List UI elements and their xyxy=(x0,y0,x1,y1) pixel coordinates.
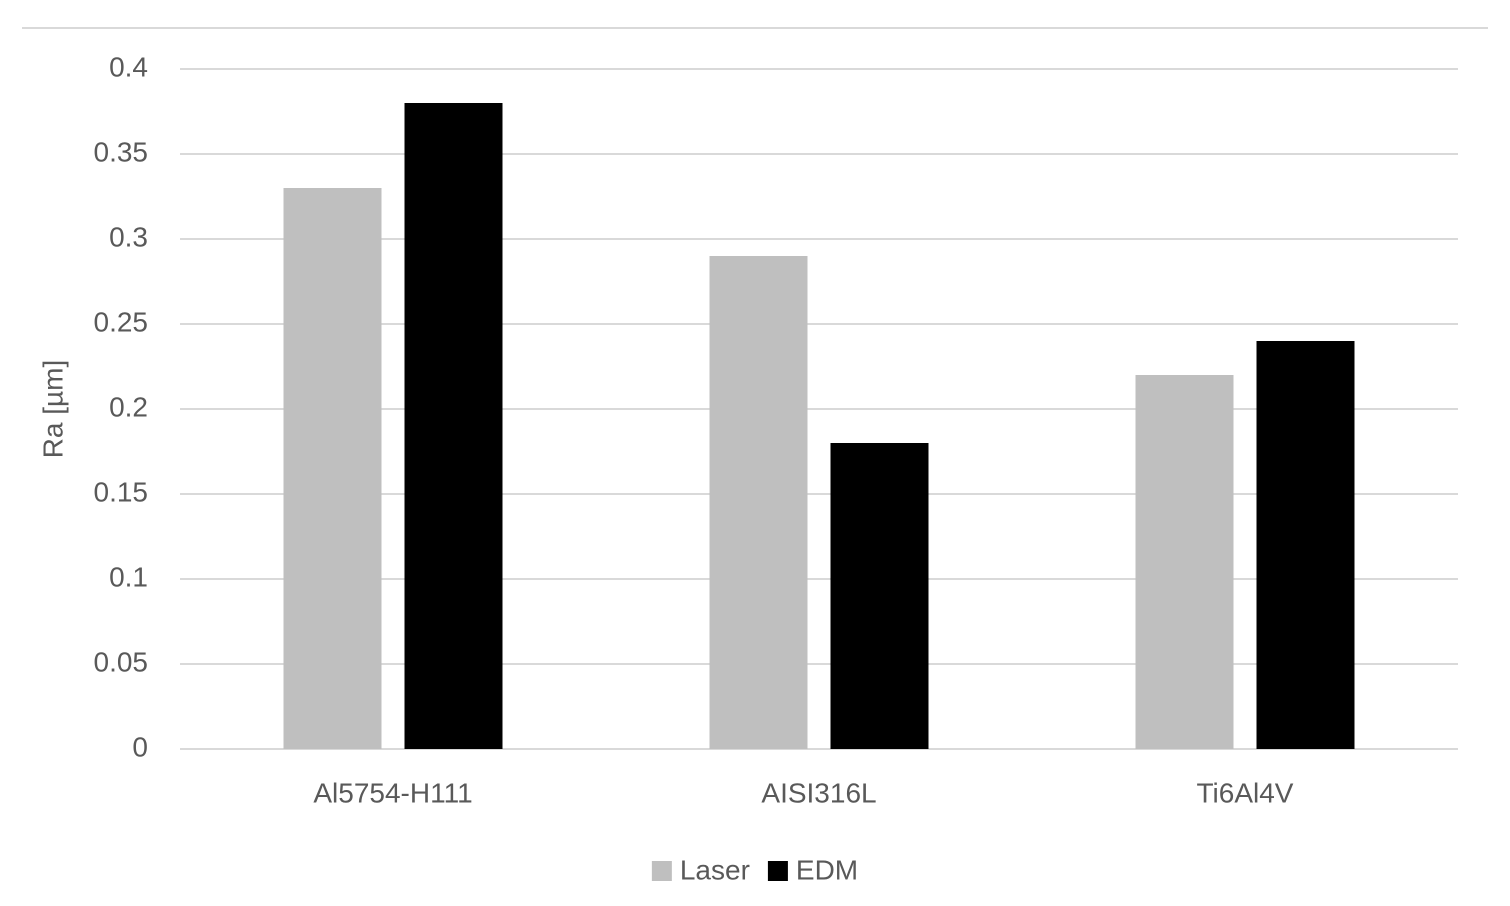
y-tick-label: 0 xyxy=(132,731,148,762)
legend-swatch xyxy=(651,861,672,881)
y-tick-label: 0.3 xyxy=(109,221,148,252)
bar xyxy=(1256,341,1355,749)
bar xyxy=(404,103,503,749)
legend-label: EDM xyxy=(796,854,858,885)
y-tick-label: 0.4 xyxy=(109,51,148,82)
bar xyxy=(1135,375,1234,749)
bar xyxy=(283,188,382,749)
y-tick-label: 0.35 xyxy=(94,136,149,167)
bar xyxy=(709,256,808,749)
y-tick-label: 0.25 xyxy=(94,306,149,337)
y-tick-label: 0.2 xyxy=(109,391,148,422)
y-tick-label: 0.05 xyxy=(94,646,149,677)
legend-label: Laser xyxy=(680,854,750,885)
y-tick-label: 0.1 xyxy=(109,561,148,592)
x-tick-label: Ti6Al4V xyxy=(1196,777,1293,808)
legend-swatch xyxy=(767,861,788,881)
legend: Laser EDM xyxy=(651,854,858,885)
y-axis-label: Ra [µm] xyxy=(37,360,68,459)
x-tick-label: Al5754-H111 xyxy=(313,777,472,808)
bar xyxy=(830,443,929,749)
x-tick-label: AISI316L xyxy=(761,777,876,808)
y-tick-label: 0.15 xyxy=(94,476,149,507)
